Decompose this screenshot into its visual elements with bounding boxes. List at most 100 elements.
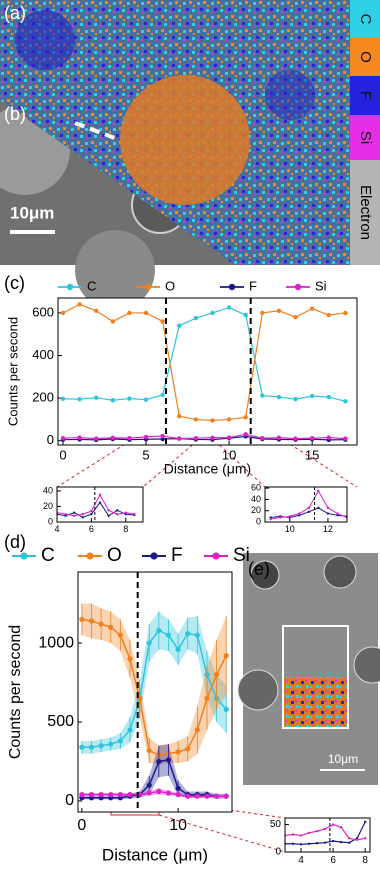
data-point: [77, 302, 82, 307]
data-point: [298, 512, 301, 515]
data-point: [110, 398, 116, 403]
data-point: [127, 435, 132, 441]
x-tick-label: 4: [298, 855, 304, 866]
x-tick-label: 6: [89, 524, 94, 534]
x-tick-label: 4: [54, 524, 59, 534]
series-line: [62, 303, 346, 422]
y-axis-label: Counts per second: [7, 625, 24, 759]
eds-map: [283, 677, 348, 728]
data-point: [309, 435, 315, 441]
data-point: [94, 436, 99, 441]
legend-label: Si: [315, 278, 327, 293]
data-point: [64, 513, 67, 516]
data-point: [94, 395, 99, 400]
data-point: [339, 826, 343, 829]
data-point: [326, 394, 331, 400]
line-scan: [74, 121, 121, 142]
data-point: [331, 823, 335, 826]
data-point: [98, 501, 102, 504]
data-point: [326, 506, 330, 510]
y-tick-label: 1000: [38, 634, 74, 651]
series-line: [62, 306, 346, 402]
x-tick-label: 15: [305, 447, 319, 462]
eds-region: [15, 10, 75, 70]
data-point: [323, 827, 327, 831]
x-tick-label: 10: [169, 817, 187, 834]
data-point: [177, 323, 182, 328]
data-point: [116, 513, 119, 516]
data-point: [315, 842, 319, 845]
data-point: [127, 310, 132, 316]
data-point: [307, 510, 311, 514]
sem-particle: [250, 560, 280, 590]
eds-region: [120, 75, 250, 205]
data-point: [339, 840, 343, 844]
plot-series: [269, 489, 347, 521]
legend-marker: [86, 552, 94, 560]
data-point: [110, 435, 116, 440]
data-point: [336, 514, 339, 517]
legend-label: Si: [357, 131, 374, 144]
plot-series: [285, 820, 367, 846]
panel-label: (a): [4, 3, 26, 23]
sem-particle: [353, 646, 380, 684]
sem-particle: [75, 230, 155, 310]
legend-label: C: [87, 278, 96, 293]
series-line: [81, 629, 227, 749]
legend-label: F: [171, 545, 183, 566]
data-point: [299, 834, 303, 837]
legend-marker: [294, 283, 302, 291]
x-axis-label: Distance (μm): [102, 845, 208, 864]
data-point: [288, 515, 291, 518]
y-axis-label: Counts per second: [5, 317, 20, 426]
data-point: [279, 516, 282, 519]
data-point: [177, 436, 182, 441]
series-line: [81, 759, 227, 799]
data-point: [127, 396, 132, 401]
scale-bar-label: 10μm: [328, 752, 358, 766]
data-point: [177, 414, 182, 419]
data-point: [343, 399, 348, 404]
data-point: [94, 308, 99, 313]
data-point: [133, 513, 136, 516]
data-point: [98, 493, 102, 496]
x-tick-label: 5: [142, 447, 149, 462]
data-point: [293, 396, 298, 402]
data-point: [193, 435, 199, 441]
x-tick-label: 10: [285, 524, 295, 534]
data-point: [326, 312, 331, 318]
legend-label: O: [357, 51, 374, 63]
x-tick-label: 0: [59, 447, 66, 462]
plot-frame: [284, 817, 371, 853]
y-tick-label: 20: [251, 505, 261, 515]
plot-area: [58, 298, 357, 445]
data-point: [77, 435, 82, 440]
data-point: [73, 511, 76, 514]
data-point: [124, 511, 128, 514]
scale-bar-label: 10μm: [10, 203, 54, 222]
x-tick-label: 12: [323, 524, 333, 534]
data-point: [307, 831, 311, 835]
data-point: [226, 435, 232, 440]
series-line: [57, 501, 135, 518]
data-point: [143, 397, 149, 402]
legend-marker: [144, 283, 152, 291]
plot-frame: [77, 571, 233, 813]
x-tick-label: 6: [330, 855, 336, 866]
y-tick-label: 40: [43, 485, 53, 495]
legend-label: O: [107, 545, 122, 566]
data-point: [269, 516, 272, 519]
data-point: [110, 319, 116, 324]
legend-label: O: [165, 278, 175, 293]
plot-area: [57, 487, 143, 522]
y-tick-label: 50: [270, 819, 282, 830]
plot-frame: [57, 297, 358, 446]
data-point: [143, 310, 149, 316]
data-point: [326, 435, 331, 440]
series-line: [62, 435, 346, 441]
data-point: [260, 393, 265, 398]
legend-swatch: [350, 160, 380, 265]
plot-frame: [56, 486, 144, 523]
y-tick-label: 400: [32, 347, 54, 362]
